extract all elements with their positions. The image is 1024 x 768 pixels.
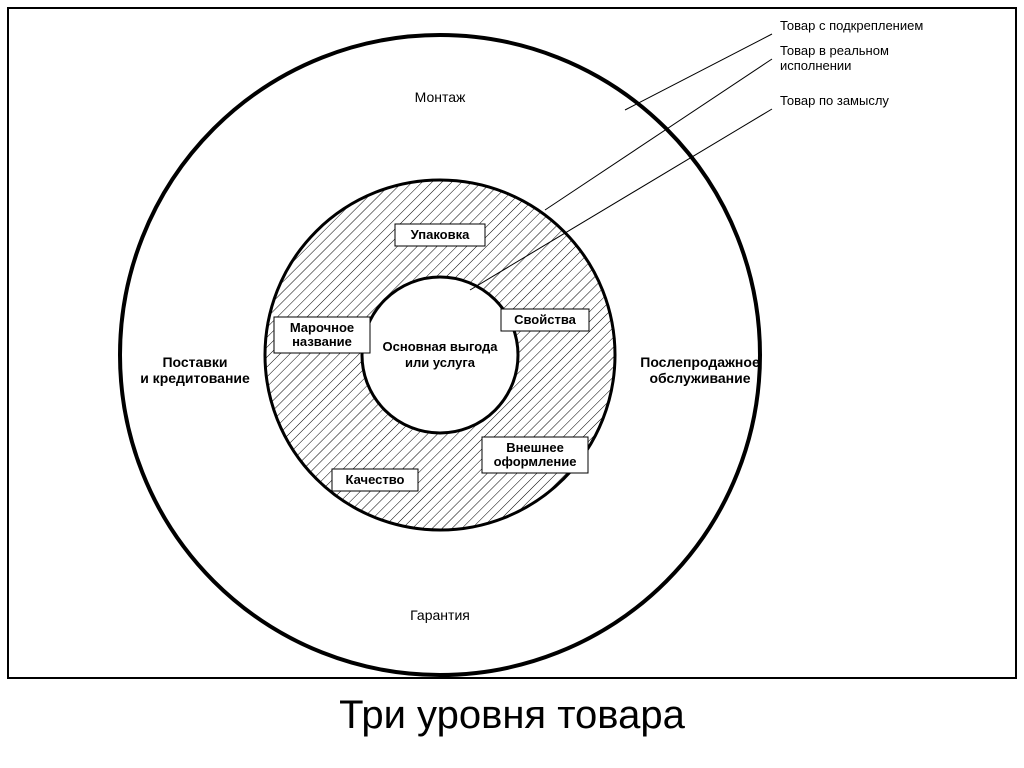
- outer-label-2: Послепродажноеобслуживание: [640, 354, 760, 386]
- middle-label-1: Свойства: [514, 312, 577, 327]
- legend-label-0: Товар с подкреплением: [780, 18, 923, 33]
- legend-label-1: Товар в реальномисполнении: [780, 43, 889, 73]
- middle-label-4: Марочноеназвание: [290, 320, 354, 349]
- legend-line-0: [625, 34, 772, 110]
- middle-label-0: Упаковка: [411, 227, 470, 242]
- outer-label-0: Монтаж: [415, 89, 466, 105]
- middle-label-3: Качество: [346, 472, 405, 487]
- diagram-title: Три уровня товара: [0, 693, 1024, 738]
- legend-label-2: Товар по замыслу: [780, 93, 889, 108]
- outer-label-3: Гарантия: [410, 607, 470, 623]
- diagram-svg: Основная выгодаили услугаУпаковкаСвойств…: [0, 0, 1024, 768]
